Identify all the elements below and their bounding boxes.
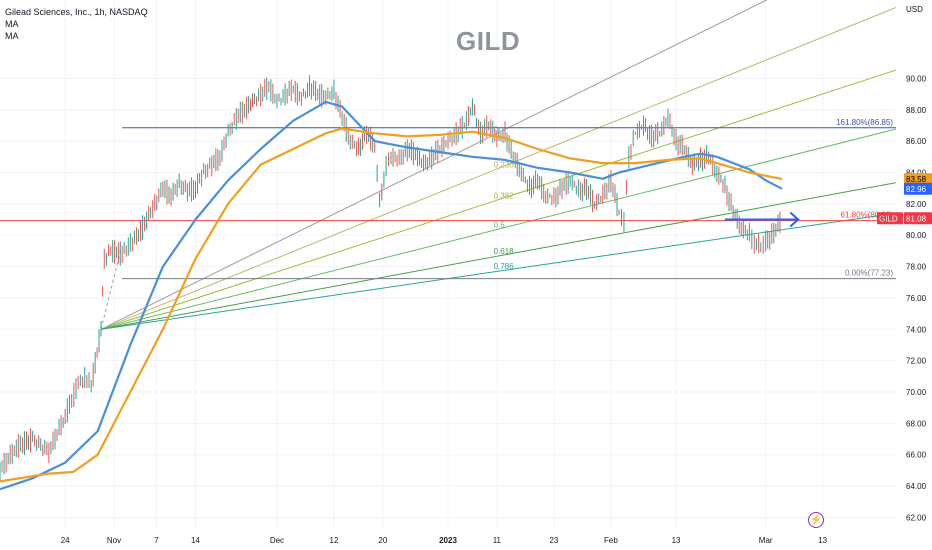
fib-level-label: 61.80%(80.93) [841,211,894,220]
time-axis-bg [0,530,932,550]
price-tag [904,173,932,186]
y-tick-label: 62.00 [906,513,927,522]
x-tick-label: 23 [549,536,558,545]
price-bars [0,75,781,482]
x-tick-label: 13 [672,536,681,545]
x-tick-label: Feb [604,536,618,545]
time-axis[interactable]: 24 Nov 7 14 Dec 12 20 2023 11 23 Feb 13 Mar 13 [0,530,932,550]
y-tick-label: 88.00 [906,106,927,115]
price-axis[interactable]: USD 62.00 64.00 66.00 68.00 70.00 72.00 74.00 76… [877,0,932,550]
price-axis-bg [896,0,932,550]
arrow-head [789,211,800,228]
fib-fan-line [100,7,897,330]
x-tick-label: 20 [378,536,387,545]
x-tick-label: 7 [154,536,159,545]
x-tick-label: 2023 [439,536,457,545]
y-tick-label: 80.00 [906,231,927,240]
price-tag-label: 82.96 [906,185,927,194]
chart-legend: Gilead Sciences, Inc., 1h, NASDAQ MA MA [5,6,148,42]
fib-fan-label: 0.236 [494,160,515,169]
indicator-ma-1[interactable]: MA [5,19,19,29]
moving-averages [0,100,783,491]
y-tick-label: 70.00 [906,388,927,397]
fib-fan-label: 0.618 [494,247,515,256]
fib-fan-line [100,69,897,330]
price-tag [904,182,932,195]
fib-fan-label: 0.382 [494,191,515,200]
y-tick-label: 68.00 [906,419,927,428]
ma-slow-line [0,127,783,483]
x-tick-label: 12 [330,536,339,545]
price-tag [904,212,932,225]
fib-fan-label: 0.5 [494,220,506,229]
y-tick-label: 84.00 [906,168,927,177]
projection-arrow[interactable] [724,211,800,228]
fib-fan-line [100,212,897,330]
x-tick-label: 14 [191,536,200,545]
lightning-icon[interactable]: ⚡ [808,512,824,528]
y-tick-label: 86.00 [906,137,927,146]
y-tick-label: 64.00 [906,482,927,491]
fib-fan-label: 0.786 [494,262,515,271]
fib-level-label: 161.80%(86.85) [836,118,893,127]
x-tick-label: 24 [61,536,70,545]
ma-fast-line [0,100,783,491]
fib-fan-line [100,128,897,330]
y-tick-label: 90.00 [906,74,927,83]
fib-level-label: 0.00%(77.23) [845,269,893,278]
x-tick-label: Dec [270,536,284,545]
fib-retracement[interactable]: 161.80%(86.85) 61.80%(80.93) 0.00%(77.23) [0,118,896,280]
price-tag-label: 81.08 [906,214,927,223]
x-tick-label: Nov [107,536,121,545]
fib-anchor-line [100,250,122,330]
indicator-ma-2[interactable]: MA [5,31,19,41]
y-tick-label: 76.00 [906,294,927,303]
x-tick-label: 13 [818,536,827,545]
x-tick-label: 11 [493,536,502,545]
currency-label: USD [906,5,923,14]
ticker-tag [877,212,903,225]
x-tick-label: Mar [759,536,773,545]
y-tick-label: 82.00 [906,200,927,209]
y-tick-label: 72.00 [906,357,927,366]
fib-fan-label: 0 [494,125,499,134]
ticker-tag-label: GILD [879,214,898,223]
symbol-watermark: GILD [456,26,521,56]
y-tick-label: 74.00 [906,325,927,334]
symbol-title[interactable]: Gilead Sciences, Inc., 1h, NASDAQ [5,7,148,17]
y-tick-label: 78.00 [906,263,927,272]
price-tag-label: 83.58 [906,175,927,184]
y-tick-label: 66.00 [906,451,927,460]
fib-fan-line [100,182,897,330]
